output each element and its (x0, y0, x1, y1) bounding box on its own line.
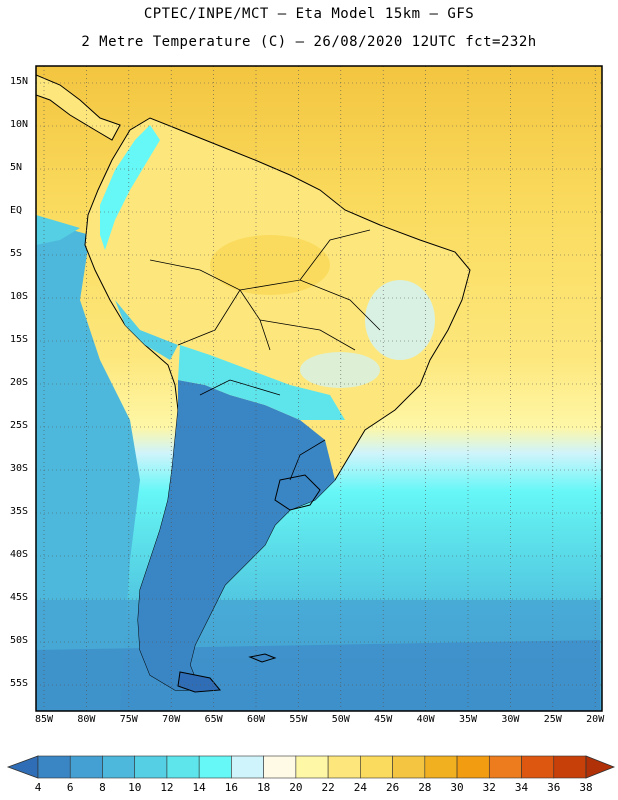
colorbar-swatch (166, 755, 200, 779)
colorbar-swatch (521, 755, 555, 779)
colorbar-label: 8 (99, 781, 106, 794)
colorbar-label: 38 (579, 781, 593, 794)
colorbar-swatch (553, 755, 587, 779)
colorbar (6, 755, 616, 779)
colorbar-swatch (198, 755, 232, 779)
pacific-cold-field-2 (36, 215, 80, 245)
colorbar-label: 12 (160, 781, 174, 794)
lon-tick-label: 85W (34, 714, 54, 725)
colorbar-label: 32 (482, 781, 496, 794)
warm-region-amazon (210, 235, 330, 295)
colorbar-label: 26 (385, 781, 400, 794)
cool-region-brazil-east (365, 280, 435, 360)
lat-tick-label: 5S (10, 248, 23, 259)
colorbar-swatch (295, 755, 329, 779)
colorbar-swatch (37, 755, 71, 779)
colorbar-label: 16 (224, 781, 239, 794)
central-america (36, 74, 121, 141)
colorbar-swatch (102, 755, 136, 779)
map-plot-area (36, 66, 602, 711)
colorbar-low-arrow (6, 755, 39, 779)
lat-tick-label: 35S (10, 506, 29, 517)
lat-tick-label: 15N (10, 76, 29, 87)
tierra-del-fuego (177, 671, 222, 693)
colorbar-swatch (360, 755, 393, 779)
country-borders (149, 229, 381, 481)
andes-cool-strip-south (115, 300, 178, 360)
lon-tick-label: 40W (416, 714, 435, 725)
colorbar-swatch (424, 755, 458, 779)
lon-tick-label: 70W (162, 714, 181, 725)
pacific-cold-field (36, 220, 140, 711)
lat-tick-label: EQ (10, 205, 23, 216)
colorbar-label: 24 (353, 781, 367, 794)
lon-tick-label: 50W (331, 714, 350, 725)
cool-region-central (178, 345, 345, 420)
colorbar-label: 30 (450, 781, 464, 794)
map-frame (35, 65, 603, 712)
lat-tick-label: 45S (10, 592, 29, 603)
lat-tick-label: 10S (10, 291, 29, 302)
colorbar-swatch (134, 755, 168, 779)
lon-tick-label: 60W (246, 714, 266, 725)
colorbar-label: 6 (66, 781, 74, 794)
lon-tick-label: 55W (289, 714, 308, 725)
colorbar-swatch (488, 755, 522, 779)
colorbar-high-arrow (585, 755, 616, 779)
colorbar-label: 34 (514, 781, 529, 794)
colorbar-swatch (392, 755, 426, 779)
lon-tick-label: 30W (501, 714, 520, 725)
colorbar-label: 4 (34, 781, 42, 794)
lat-tick-label: 40S (10, 549, 29, 560)
lat-tick-label: 30S (10, 463, 29, 474)
map-title: CPTEC/INPE/MCT – Eta Model 15km – GFS (143, 6, 475, 22)
lat-tick-label: 20S (10, 377, 29, 388)
lon-tick-label: 75W (119, 714, 138, 725)
lat-tick-label: 55S (10, 678, 29, 689)
cold-region-south (138, 380, 335, 690)
lat-tick-label: 15S (10, 334, 29, 345)
andes-cool-strip (100, 125, 160, 250)
colorbar-swatch (456, 755, 490, 779)
colorbar-swatch (263, 755, 297, 779)
lon-tick-label: 20W (586, 714, 605, 725)
map-subtitle: 2 Metre Temperature (C) – 26/08/2020 12U… (81, 34, 537, 50)
colorbar-label: 22 (321, 781, 335, 794)
colorbar-label: 10 (128, 781, 142, 794)
colorbar-swatch (231, 755, 264, 779)
colorbar-swatch (69, 755, 103, 779)
lat-tick-label: 10N (10, 119, 29, 130)
lat-tick-label: 5N (10, 162, 23, 173)
lon-tick-label: 65W (204, 714, 223, 725)
cool-region-brazil-south (300, 352, 380, 388)
uruguay-border (274, 474, 321, 511)
colorbar-label: 28 (418, 781, 432, 794)
lat-tick-label: 25S (10, 420, 29, 431)
lon-tick-label: 80W (77, 714, 96, 725)
lon-tick-label: 25W (543, 714, 562, 725)
lon-tick-label: 45W (374, 714, 393, 725)
colorbar-label: 20 (289, 781, 303, 794)
colorbar-swatch (327, 755, 361, 779)
lon-tick-label: 35W (458, 714, 478, 725)
colorbar-label: 36 (547, 781, 561, 794)
southern-ocean-field-2 (36, 640, 600, 711)
falkland-islands (248, 653, 277, 663)
colorbar-label: 18 (257, 781, 271, 794)
colorbar-label: 14 (192, 781, 206, 794)
lat-tick-label: 50S (10, 635, 29, 646)
